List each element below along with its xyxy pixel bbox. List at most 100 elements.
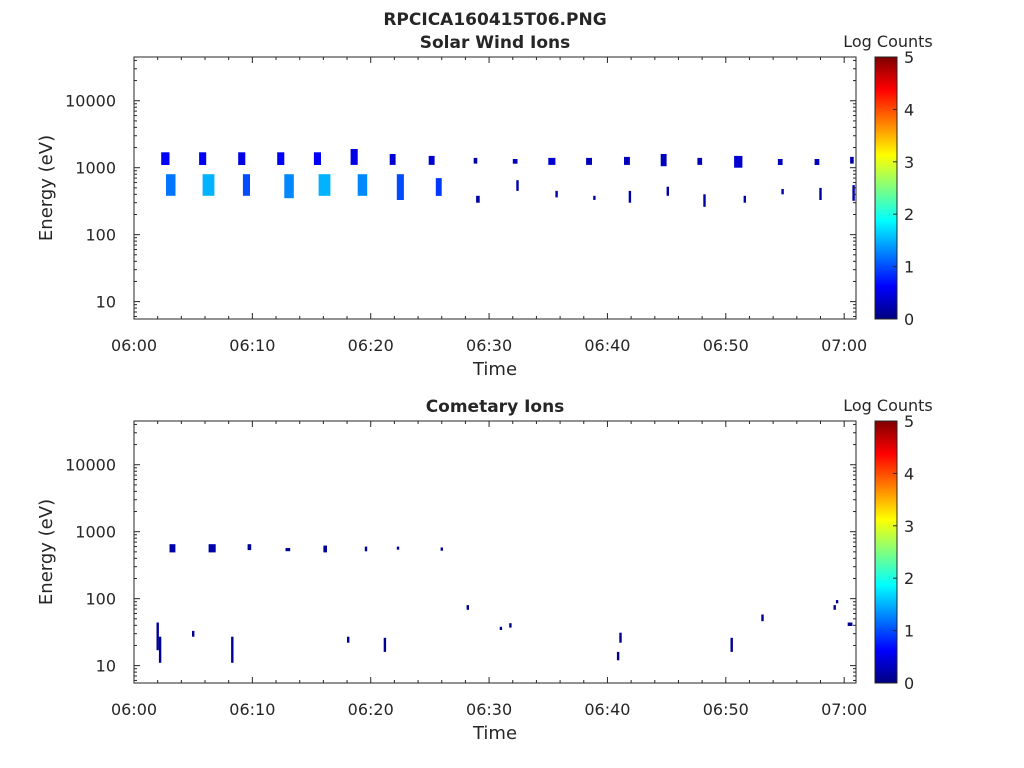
heatmap-cell (208, 544, 216, 553)
y-tick-label: 10 (96, 657, 116, 676)
colorbar-tick-label: 2 (904, 569, 914, 588)
y-tick-label: 100 (85, 226, 116, 245)
heatmap-cell (586, 157, 592, 165)
heatmap-cell (730, 637, 733, 652)
heatmap-cell (777, 159, 783, 165)
heatmap-cell (660, 154, 667, 167)
heatmap-cell (703, 194, 706, 207)
heatmap-cell (516, 180, 519, 191)
y-tick-label: 10000 (65, 456, 116, 475)
heatmap-cell (166, 174, 176, 196)
x-tick-label: 06:30 (466, 336, 512, 355)
heatmap-cell (396, 546, 400, 550)
heatmap-cell (548, 157, 556, 165)
x-tick-label: 06:40 (584, 700, 630, 719)
heatmap-cell (364, 546, 368, 552)
heatmap-cell (466, 605, 469, 610)
heatmap-cell (781, 189, 784, 195)
colorbar-tick-label: 0 (904, 310, 914, 329)
panel-title: Solar Wind Ions (420, 33, 571, 53)
heatmap-cell (247, 544, 252, 551)
colorbar-tick-label: 1 (904, 258, 914, 277)
colorbar-label: Log Counts (843, 32, 933, 51)
x-tick-label: 07:00 (821, 336, 867, 355)
heatmap-cell (440, 547, 443, 551)
heatmap-cell (476, 195, 480, 203)
x-tick-label: 06:50 (703, 700, 749, 719)
heatmap-cell (619, 632, 622, 643)
heatmap-cell (697, 157, 703, 165)
colorbar-scale (874, 420, 898, 684)
heatmap-cells (161, 149, 855, 207)
heatmap-cells (156, 544, 853, 663)
heatmap-cell (161, 152, 170, 165)
y-tick-label: 100 (85, 590, 116, 609)
heatmap-cell (156, 622, 159, 651)
colorbar-scale (874, 56, 898, 320)
heatmap-cell (473, 157, 478, 164)
plot-area (134, 57, 856, 319)
colorbar-tick-label: 1 (904, 622, 914, 641)
heatmap-cell (743, 195, 746, 203)
y-tick-label: 10000 (65, 92, 116, 111)
heatmap-cell (202, 174, 215, 196)
colorbar-tick-label: 3 (904, 153, 914, 172)
heatmap-cell (323, 545, 327, 553)
panel-2: 06:00 06:10 06:20 06:30 06:40 06:50 07:0010100… (36, 396, 933, 744)
heatmap-cell (509, 623, 512, 628)
heatmap-cell (169, 544, 176, 553)
colorbar-label: Log Counts (843, 396, 933, 415)
colorbar-tick-label: 3 (904, 517, 914, 536)
heatmap-cell (814, 159, 820, 165)
heatmap-cell (285, 548, 291, 552)
colorbar-tick-label: 5 (904, 48, 914, 67)
heatmap-cell (231, 636, 234, 663)
heatmap-cell (616, 651, 620, 661)
heatmap-cell (192, 630, 195, 637)
y-axis-label: Energy (eV) (36, 135, 57, 241)
figure-title: RPCICA160415T06.PNG (383, 10, 606, 30)
heatmap-cell (238, 152, 246, 165)
colorbar-tick-label: 5 (904, 412, 914, 431)
x-axis-label: Time (472, 723, 517, 744)
x-tick-label: 06:20 (348, 700, 394, 719)
heatmap-cell (852, 185, 855, 201)
colorbar-tick-label: 0 (904, 674, 914, 693)
heatmap-cell (628, 190, 632, 203)
colorbar-tick-label: 4 (904, 464, 914, 483)
y-tick-label: 10 (96, 293, 116, 312)
plot-area (134, 421, 856, 683)
panel-title: Cometary Ions (426, 397, 565, 417)
heatmap-cell (347, 636, 350, 643)
panel-1: 06:00 06:10 06:20 06:30 06:40 06:50 07:0010100… (36, 32, 933, 380)
y-axis-label: Energy (eV) (36, 499, 57, 605)
heatmap-cell (158, 636, 162, 663)
heatmap-cell (835, 600, 839, 604)
heatmap-cell (847, 622, 853, 626)
heatmap-cell (313, 152, 321, 165)
x-tick-label: 06:40 (584, 336, 630, 355)
x-tick-label: 07:00 (821, 700, 867, 719)
heatmap-cell (350, 149, 358, 165)
heatmap-cell (242, 174, 250, 196)
heatmap-cell (277, 152, 285, 165)
heatmap-cell (199, 152, 207, 165)
y-tick-label: 1000 (75, 159, 116, 178)
x-axis-label: Time (472, 359, 517, 380)
x-tick-label: 06:00 (111, 336, 157, 355)
heatmap-cell (435, 178, 442, 196)
y-tick-label: 1000 (75, 523, 116, 542)
heatmap-cell (734, 155, 743, 168)
heatmap-cell (389, 154, 396, 165)
x-tick-label: 06:10 (229, 700, 275, 719)
x-tick-label: 06:30 (466, 700, 512, 719)
x-tick-label: 06:20 (348, 336, 394, 355)
x-tick-label: 06:50 (703, 336, 749, 355)
heatmap-cell (357, 174, 368, 196)
heatmap-cell (396, 174, 404, 200)
heatmap-cell (850, 156, 854, 164)
heatmap-cell (428, 155, 435, 165)
heatmap-cell (383, 637, 387, 652)
